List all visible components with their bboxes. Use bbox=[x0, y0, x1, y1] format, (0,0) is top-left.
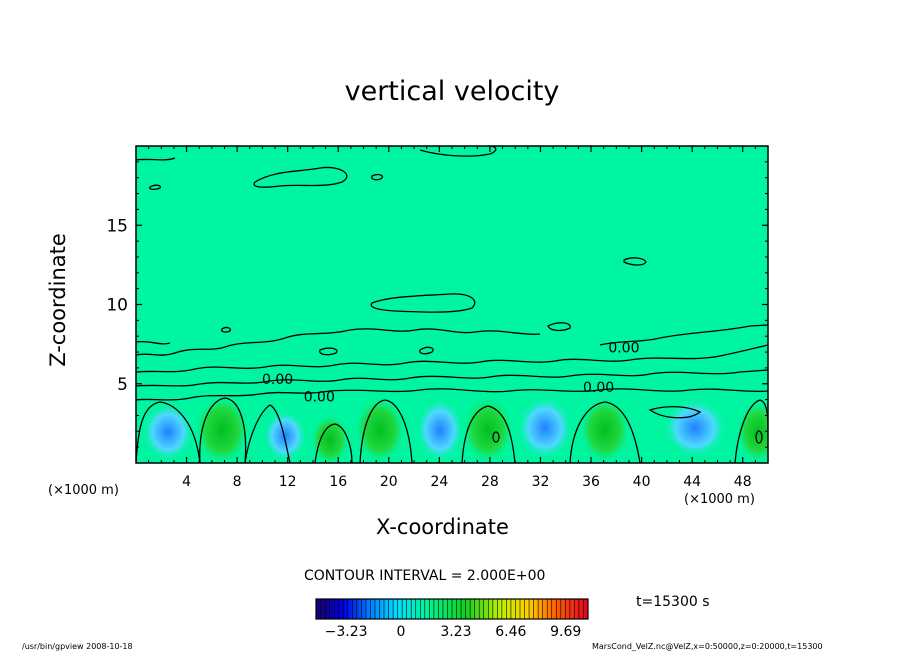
colorbar-tick-label: 0 bbox=[397, 624, 406, 640]
contour-value-label: 0.00 bbox=[262, 372, 293, 388]
x-tick-label: 32 bbox=[532, 474, 550, 490]
x-tick-label: 40 bbox=[633, 474, 651, 490]
plot-area: 0.00 0.00 0.00 0.00 bbox=[136, 146, 768, 463]
x-tick-label: 16 bbox=[329, 474, 347, 490]
x-tick-label: 24 bbox=[430, 474, 448, 490]
x-tick-label: 28 bbox=[481, 474, 499, 490]
contour-value-label: 0.00 bbox=[583, 380, 614, 396]
x-tick-label: 8 bbox=[233, 474, 242, 490]
footer-program-info: /usr/bin/gpview 2008-10-18 bbox=[22, 642, 133, 651]
x-tick-label: 4 bbox=[182, 474, 191, 490]
y-axis: 5 10 15 bbox=[106, 161, 768, 448]
contour-value-labels: 0.00 0.00 0.00 0.00 bbox=[262, 340, 640, 405]
x-tick-label: 20 bbox=[380, 474, 398, 490]
x-tick-label: 12 bbox=[279, 474, 297, 490]
y-tick-label: 5 bbox=[117, 375, 128, 395]
x-tick-label: 48 bbox=[734, 474, 752, 490]
colorbar-segments bbox=[320, 599, 584, 619]
contour-lines bbox=[136, 146, 768, 463]
x-tick-label: 44 bbox=[683, 474, 701, 490]
time-label: t=15300 s bbox=[636, 594, 710, 610]
colorbar-tick-label: −3.23 bbox=[325, 624, 368, 640]
x-unit-label-right: (×1000 m) bbox=[684, 492, 755, 507]
x-axis: 4 8 12 16 20 24 28 32 36 40 44 48 bbox=[148, 146, 756, 490]
footer-data-source: MarsCond_VelZ.nc@VelZ,x=0:50000,z=0:2000… bbox=[592, 642, 823, 651]
colorbar: −3.23 0 3.23 6.46 9.69 bbox=[315, 598, 589, 640]
y-tick-label: 15 bbox=[106, 216, 128, 236]
downdraft-regions bbox=[142, 396, 727, 462]
x-axis-label: X-coordinate bbox=[376, 515, 509, 539]
contour-value-label: 0.00 bbox=[608, 340, 639, 356]
chart-title: vertical velocity bbox=[344, 76, 560, 107]
contour-interval-label: CONTOUR INTERVAL = 2.000E+00 bbox=[304, 568, 546, 584]
x-unit-label-left: (×1000 m) bbox=[48, 483, 119, 498]
colorbar-ticks: −3.23 0 3.23 6.46 9.69 bbox=[325, 624, 582, 640]
y-tick-label: 10 bbox=[106, 296, 128, 316]
colorbar-tick-label: 9.69 bbox=[550, 624, 581, 640]
x-tick-label: 36 bbox=[582, 474, 600, 490]
colorbar-tick-label: 3.23 bbox=[440, 624, 471, 640]
contour-value-label: 0.00 bbox=[304, 389, 335, 405]
colorbar-tick-label: 6.46 bbox=[495, 624, 526, 640]
